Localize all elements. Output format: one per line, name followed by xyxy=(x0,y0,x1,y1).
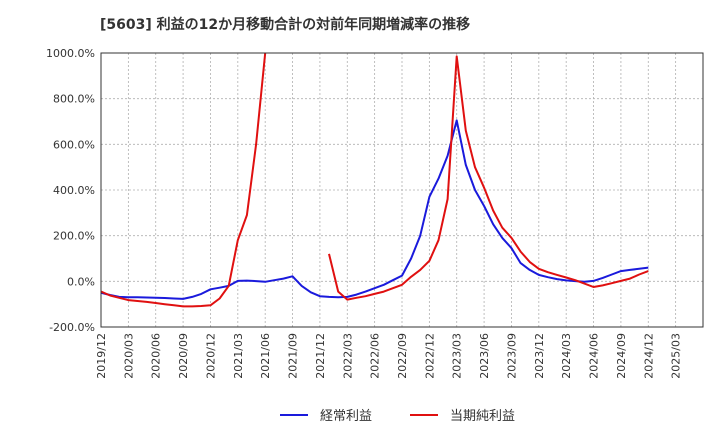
x-tick-label: 2024/03 xyxy=(560,333,573,379)
x-tick-label: 2022/03 xyxy=(341,333,354,379)
series-line-junri xyxy=(328,55,649,301)
x-tick-label: 2023/12 xyxy=(533,333,546,379)
x-tick-label: 2020/09 xyxy=(177,333,190,379)
legend: 経常利益 当期純利益 xyxy=(280,409,515,424)
x-tick-label: 2020/12 xyxy=(204,333,217,379)
y-tick-label: 200.0% xyxy=(53,230,95,243)
x-tick-label: 2022/06 xyxy=(369,333,382,379)
x-tick-label: 2020/03 xyxy=(122,333,135,379)
axis-layer: 1000.0% 800.0% 600.0% 400.0% 200.0% 0.0% -200.… xyxy=(46,47,704,379)
chart-title: [5603] 利益の12か月移動合計の対前年同期増減率の推移 xyxy=(100,17,471,33)
plot-border xyxy=(100,52,704,328)
x-tick-label: 2022/09 xyxy=(396,333,409,379)
y-tick-label: 800.0% xyxy=(53,93,95,106)
series-line-junri xyxy=(100,52,267,308)
x-tick-label: 2023/06 xyxy=(478,333,491,379)
x-tick-label: 2025/03 xyxy=(670,333,683,379)
x-tick-label: 2023/09 xyxy=(505,333,518,379)
legend-label-keijou: 経常利益 xyxy=(320,409,372,424)
x-tick-label: 2021/12 xyxy=(314,333,327,379)
grid-layer xyxy=(100,52,704,328)
x-tick-label: 2024/09 xyxy=(615,333,628,379)
series-line-keijou xyxy=(100,119,649,300)
x-tick-label: 2023/03 xyxy=(451,333,464,379)
y-tick-label: 600.0% xyxy=(53,138,95,151)
legend-label-junri: 当期純利益 xyxy=(450,409,515,424)
x-tick-label: 2021/09 xyxy=(287,333,300,379)
x-tick-label: 2024/12 xyxy=(642,333,655,379)
x-tick-label: 2019/12 xyxy=(95,333,108,379)
x-tick-label: 2024/06 xyxy=(588,333,601,379)
x-tick-label: 2020/06 xyxy=(150,333,163,379)
x-tick-label: 2021/03 xyxy=(232,333,245,379)
y-tick-label: 400.0% xyxy=(53,184,95,197)
y-tick-label: -200.0% xyxy=(49,321,95,334)
x-tick-label: 2021/06 xyxy=(259,333,272,379)
series-layer xyxy=(100,52,649,308)
y-tick-label: 1000.0% xyxy=(46,47,95,60)
y-tick-label: 0.0% xyxy=(67,275,95,288)
x-tick-label: 2022/12 xyxy=(423,333,436,379)
